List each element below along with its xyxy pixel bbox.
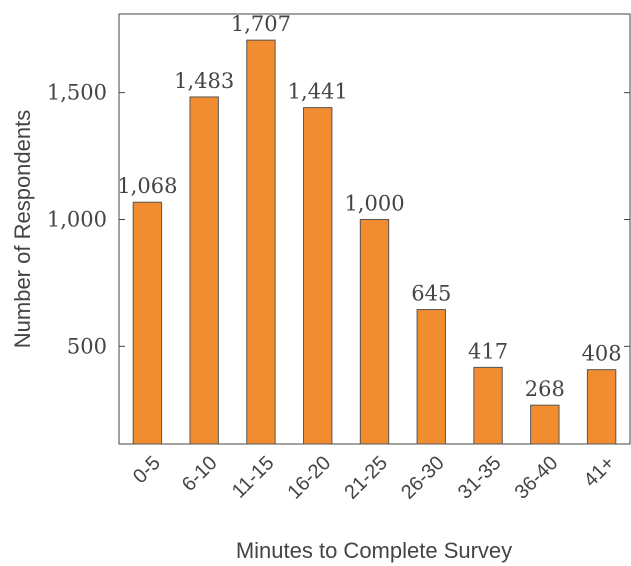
bar-value-label: 1,068: [117, 174, 177, 198]
x-category-label: 6-10: [178, 452, 222, 496]
bar: [473, 366, 503, 445]
x-axis-title: Minutes to Complete Survey: [236, 538, 512, 563]
x-category-label: 31-35: [454, 452, 506, 504]
bar-value-label: 1,000: [344, 191, 404, 215]
bar: [246, 39, 276, 445]
bar: [416, 309, 446, 445]
bar-value-label: 417: [468, 339, 508, 363]
bar: [586, 369, 617, 445]
bar-value-label: 645: [411, 282, 451, 306]
bar: [132, 201, 163, 445]
y-axis: 500 1,000 1,500: [47, 81, 630, 358]
bar: [303, 107, 333, 445]
bars: [132, 39, 617, 445]
bar: [189, 96, 219, 445]
bar-value-label: 1,707: [231, 12, 291, 36]
x-category-label: 16-20: [284, 452, 336, 504]
x-category-label: 11-15: [228, 452, 279, 503]
bar: [530, 404, 560, 445]
bar-value-label: 408: [582, 342, 622, 366]
bar-value-label: 268: [525, 377, 565, 401]
value-labels: 1,068 1,483 1,707 1,441 1,000 645 417 268 408: [117, 12, 621, 401]
y-tick-label: 1,500: [47, 81, 107, 105]
x-category-label: 0-5: [129, 452, 165, 488]
x-category-label: 26-30: [397, 452, 449, 504]
bar: [359, 218, 390, 445]
y-tick-label: 500: [67, 334, 107, 358]
y-axis-title: Number of Respondents: [10, 110, 35, 348]
x-category-label: 41+: [580, 452, 620, 492]
x-axis-category-labels: 0-5 6-10 11-15 16-20 21-25 26-30 31-35 36-40 41+: [129, 452, 619, 504]
x-category-label: 21-25: [340, 452, 392, 504]
x-category-label: 36-40: [511, 452, 563, 504]
bar-value-label: 1,483: [174, 69, 234, 93]
bar-value-label: 1,441: [288, 80, 348, 104]
y-tick-label: 1,000: [47, 207, 107, 231]
